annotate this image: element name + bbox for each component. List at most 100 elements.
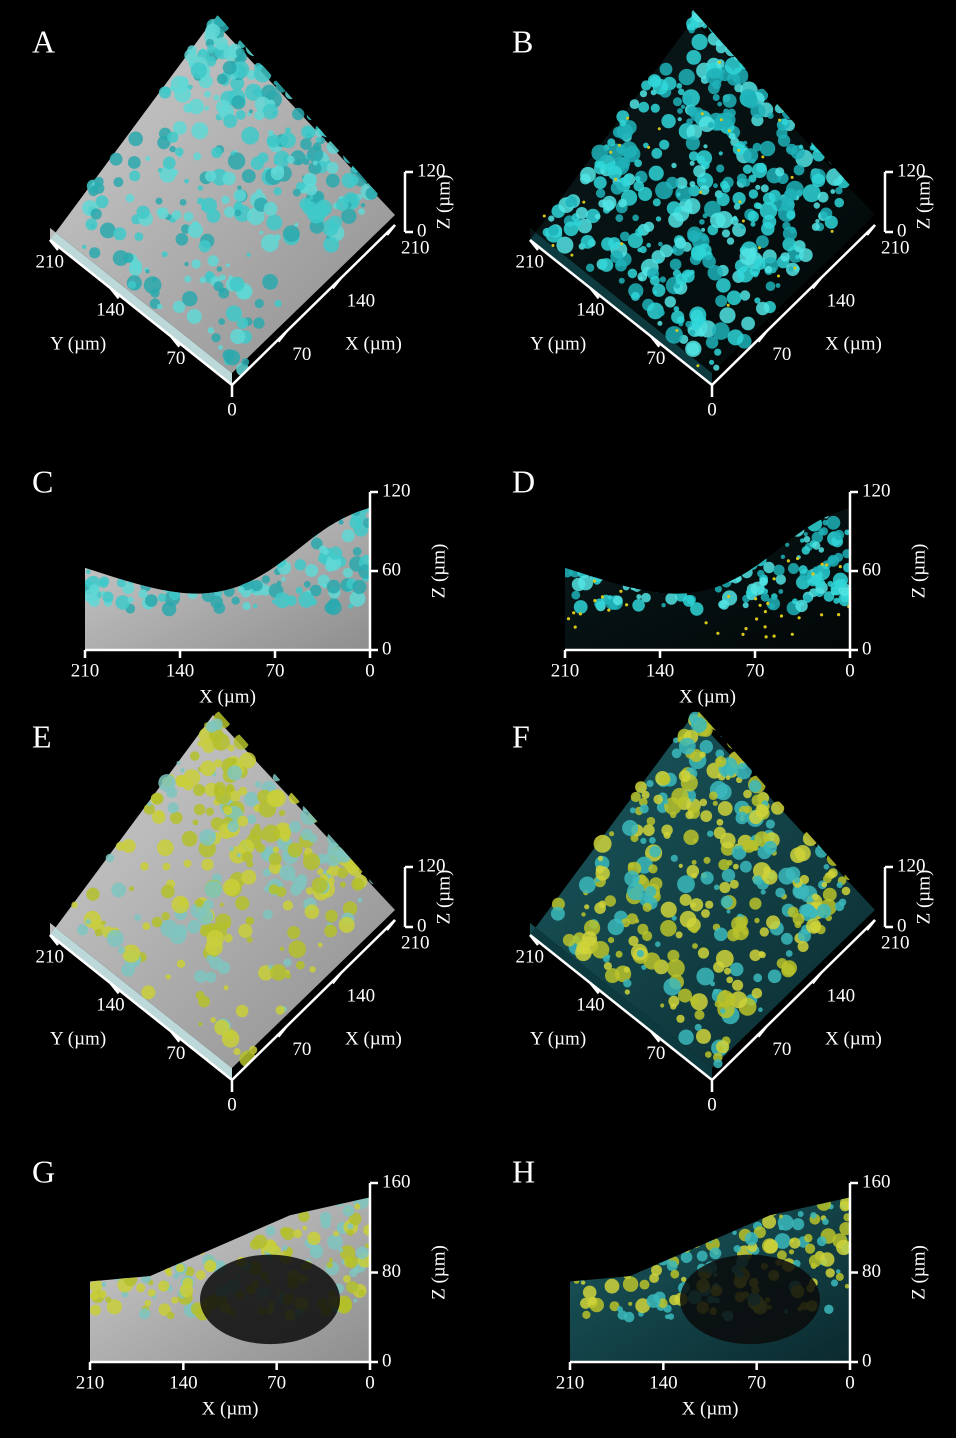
texture-blob <box>670 259 682 271</box>
texture-blob <box>760 141 775 156</box>
texture-blob <box>713 183 718 188</box>
y-tick-label: 140 <box>576 995 605 1016</box>
x-tick-label: 210 <box>71 660 100 681</box>
texture-blob <box>608 937 614 943</box>
texture-blob <box>162 602 176 616</box>
texture-blob <box>721 112 736 127</box>
texture-blob <box>338 1248 343 1253</box>
texture-blob <box>671 311 684 324</box>
texture-blob <box>269 853 282 866</box>
texture-blob <box>608 166 622 180</box>
texture-blob <box>353 547 362 556</box>
texture-blob <box>288 843 303 858</box>
texture-blob <box>789 1238 800 1249</box>
texture-blob <box>630 99 640 109</box>
texture-blob <box>701 235 708 242</box>
x-axis-title: X (µm) <box>825 1028 882 1049</box>
texture-blob <box>754 918 759 923</box>
x-tick-label: 0 <box>365 660 375 681</box>
texture-dot <box>758 246 761 249</box>
texture-blob <box>326 174 340 188</box>
texture-blob <box>687 106 698 117</box>
z-tick-label: 0 <box>862 1350 872 1371</box>
texture-blob <box>281 577 285 581</box>
texture-blob <box>180 768 184 772</box>
texture-blob <box>163 863 171 871</box>
texture-blob <box>197 909 213 925</box>
texture-dot <box>738 200 741 203</box>
texture-blob <box>214 1020 229 1035</box>
texture-blob <box>608 595 613 600</box>
texture-blob <box>217 266 223 272</box>
texture-dot <box>737 149 740 152</box>
texture-blob <box>685 321 692 328</box>
texture-blob <box>89 247 100 258</box>
x-tick-label: 70 <box>747 1372 766 1393</box>
texture-blob <box>167 1312 175 1320</box>
texture-blob <box>361 203 365 207</box>
panel-label: F <box>512 718 530 754</box>
texture-dot <box>593 599 596 602</box>
texture-blob <box>790 847 806 863</box>
texture-blob <box>215 789 231 805</box>
texture-blob <box>709 791 718 800</box>
texture-blob <box>262 274 278 290</box>
z-axis-title: Z (µm) <box>913 870 934 925</box>
texture-blob <box>615 214 623 222</box>
texture-blob <box>812 223 820 231</box>
texture-blob <box>147 802 151 806</box>
panel-label: A <box>32 23 55 59</box>
texture-blob <box>733 924 749 940</box>
texture-blob <box>171 169 178 176</box>
texture-blob <box>304 581 311 588</box>
texture-dot <box>777 275 780 278</box>
texture-blob <box>99 576 109 586</box>
z-tick-label: 0 <box>382 1350 392 1371</box>
texture-blob <box>283 959 291 967</box>
z-axis-title: Z (µm) <box>913 175 934 230</box>
texture-blob <box>205 881 223 899</box>
texture-blob <box>157 304 163 310</box>
texture-dot <box>618 144 621 147</box>
z-tick-label: 0 <box>897 220 907 241</box>
texture-blob <box>701 228 705 232</box>
texture-blob <box>670 1004 676 1010</box>
texture-blob <box>643 903 652 912</box>
texture-blob <box>274 592 290 608</box>
texture-dot <box>626 117 629 120</box>
texture-blob <box>192 259 201 268</box>
texture-blob <box>160 920 178 938</box>
texture-blob <box>305 201 317 213</box>
texture-blob <box>779 1225 784 1230</box>
texture-blob <box>352 580 366 594</box>
texture-blob <box>728 329 744 345</box>
texture-blob <box>221 196 229 204</box>
texture-blob <box>660 920 677 937</box>
texture-dot <box>787 559 790 562</box>
texture-blob <box>290 884 302 896</box>
texture-blob <box>312 877 328 893</box>
texture-blob <box>677 108 683 114</box>
texture-blob <box>704 857 711 864</box>
texture-blob <box>218 318 225 325</box>
texture-blob <box>302 1226 307 1231</box>
texture-blob <box>661 603 665 607</box>
texture-blob <box>627 913 638 924</box>
texture-blob <box>778 589 783 594</box>
y-tick-label: 70 <box>166 1043 185 1064</box>
texture-blob <box>727 237 734 244</box>
texture-blob <box>668 212 683 227</box>
texture-blob <box>688 208 693 213</box>
texture-blob <box>242 169 256 183</box>
texture-blob <box>709 360 714 365</box>
texture-blob <box>745 1232 758 1245</box>
texture-blob <box>199 240 211 252</box>
texture-blob <box>90 1280 103 1293</box>
texture-blob <box>283 225 300 242</box>
texture-blob <box>317 868 324 875</box>
texture-blob <box>237 816 248 827</box>
texture-blob <box>734 1245 741 1252</box>
texture-blob <box>751 222 756 227</box>
texture-blob <box>826 1268 835 1277</box>
texture-blob <box>584 904 589 909</box>
